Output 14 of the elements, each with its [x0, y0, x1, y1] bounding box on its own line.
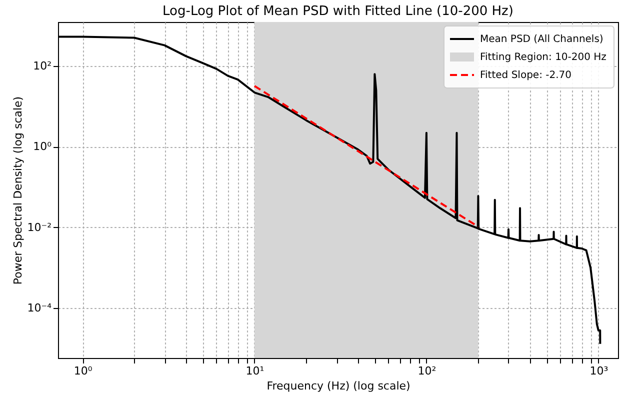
legend-label: Fitted Slope: -2.70 — [480, 70, 572, 81]
y-tick-label: 10⁰ — [33, 140, 52, 154]
y-tick-label: 10⁻² — [27, 220, 52, 234]
y-axis-title: Power Spectral Density (log scale) — [11, 96, 24, 285]
x-tick-label: 10¹ — [246, 364, 264, 378]
y-tick-label: 10² — [33, 59, 52, 72]
y-tick-label: 10⁻⁴ — [27, 302, 52, 315]
chart-title: Log-Log Plot of Mean PSD with Fitted Line (10-200 Hz) — [162, 4, 514, 19]
x-tick-label: 10³ — [590, 364, 608, 378]
x-tick-label: 10⁰ — [74, 364, 93, 378]
x-axis-title: Frequency (Hz) (log scale) — [266, 380, 410, 392]
band-label: Fitting Region: 10-200 Hz — [480, 52, 606, 63]
legend-label: Mean PSD (All Channels) — [480, 34, 604, 45]
x-tick-label: 10² — [418, 364, 436, 378]
